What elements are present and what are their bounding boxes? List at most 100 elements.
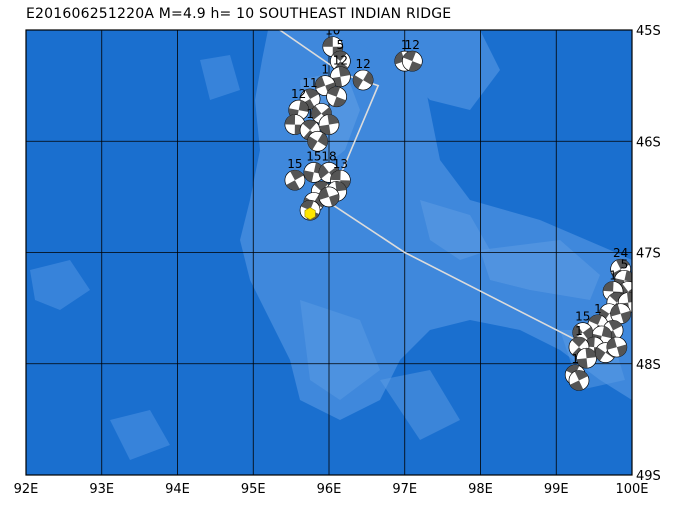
beachball-quadrant bbox=[620, 310, 631, 324]
longitude-label: 93E bbox=[89, 482, 114, 497]
event-depth-label: 24 bbox=[613, 246, 628, 260]
beachball-quadrant bbox=[616, 344, 627, 357]
beachball-quadrant bbox=[601, 326, 612, 339]
beachball-quadrant bbox=[627, 292, 632, 303]
beachball-quadrant bbox=[330, 170, 341, 181]
event-depth-label: 13 bbox=[333, 157, 348, 171]
longitude-label: 92E bbox=[14, 482, 39, 497]
beachball-quadrant bbox=[608, 320, 623, 331]
event-depth-label: 5 bbox=[621, 257, 629, 271]
event-depth-label: 1 bbox=[609, 268, 617, 282]
beachball-quadrant bbox=[330, 76, 343, 87]
longitude-label: 99E bbox=[544, 482, 569, 497]
longitude-labels: 92E 93E 94E 95E 96E 97E 98E 99E 100E bbox=[14, 482, 649, 497]
longitude-label: 94E bbox=[165, 482, 190, 497]
beachball-quadrant bbox=[319, 124, 331, 135]
focal-mechanism-beachball[interactable] bbox=[307, 130, 328, 152]
beachball-quadrant bbox=[582, 326, 593, 341]
focal-mechanism-beachball[interactable] bbox=[284, 169, 306, 191]
focal-mechanism-beachball[interactable] bbox=[401, 50, 423, 72]
beachball-quadrant bbox=[333, 96, 346, 107]
beachball-quadrant bbox=[571, 337, 586, 348]
beachball-quadrant bbox=[322, 36, 333, 47]
beachball-quadrant bbox=[302, 120, 317, 131]
beachball-quadrant bbox=[327, 86, 341, 97]
focal-mechanism-beachball[interactable] bbox=[352, 69, 374, 91]
event-depth-label: 15 bbox=[287, 157, 302, 171]
event-depth-label: 15 bbox=[575, 310, 590, 324]
beachball-quadrant bbox=[609, 292, 624, 303]
shallow-patch bbox=[480, 240, 600, 300]
graticule bbox=[26, 30, 632, 475]
focal-mechanism-beachball[interactable] bbox=[326, 86, 347, 108]
event-depth-label: 12 bbox=[355, 57, 370, 71]
longitude-label: 95E bbox=[241, 482, 266, 497]
beachball-quadrant bbox=[610, 304, 621, 317]
longitude-label: 96E bbox=[317, 482, 342, 497]
shallow-patch bbox=[30, 260, 90, 310]
longitude-label: 98E bbox=[468, 482, 493, 497]
beachball-quadrant bbox=[408, 61, 422, 72]
beachball-quadrant bbox=[588, 314, 602, 325]
event-depth-label: 1 bbox=[594, 302, 602, 316]
event-depth-label: 12 bbox=[405, 38, 420, 52]
focal-mechanism-beachball[interactable] bbox=[318, 114, 340, 135]
beachball-quadrant bbox=[363, 71, 374, 86]
event-depth-label: 18 bbox=[321, 149, 336, 163]
latitude-label: 48S bbox=[636, 358, 661, 373]
event-depth-label: 1 bbox=[401, 38, 409, 52]
shallow-patch bbox=[420, 200, 490, 260]
latitude-label: 49S bbox=[636, 469, 661, 484]
latitude-label: 46S bbox=[636, 135, 661, 150]
beachball-quadrant bbox=[329, 193, 340, 207]
shallow-patch bbox=[200, 55, 240, 100]
beachball-quadrant bbox=[606, 337, 617, 350]
beachball-quadrant bbox=[327, 114, 339, 125]
latitude-label: 47S bbox=[636, 247, 661, 262]
beachball-quadrant bbox=[624, 270, 632, 283]
event-depth-label: 1 bbox=[571, 352, 579, 366]
beachball-quadrant bbox=[335, 181, 347, 192]
longitude-label: 100E bbox=[615, 482, 648, 497]
longitude-label: 97E bbox=[392, 482, 417, 497]
event-depth-label: 5 bbox=[337, 38, 345, 52]
beachball-quadrant bbox=[315, 76, 326, 89]
focal-mechanism-beachball[interactable] bbox=[606, 336, 628, 358]
map-border bbox=[25, 29, 633, 476]
beachball-quadrant bbox=[572, 324, 583, 339]
focal-mechanism-beachball[interactable] bbox=[330, 66, 351, 88]
beachball-quadrant bbox=[569, 380, 584, 391]
beachball-quadrant bbox=[332, 51, 347, 62]
beachball-quadrant bbox=[284, 114, 296, 125]
beachball-quadrant bbox=[286, 180, 300, 191]
event-depth-label: 10 bbox=[325, 24, 340, 38]
beachball-quadrant bbox=[403, 51, 416, 62]
event-depth-label: 12 bbox=[333, 54, 348, 68]
beachball-quadrant bbox=[318, 187, 329, 200]
beachball-quadrant bbox=[311, 105, 322, 120]
latitude-labels: 45S 46S 47S 48S 49S bbox=[636, 24, 661, 484]
focal-mechanism-beachball[interactable] bbox=[318, 186, 340, 208]
shallow-patch bbox=[300, 300, 380, 400]
beachball-quadrant bbox=[576, 358, 588, 369]
event-depth-label: 12 bbox=[291, 87, 306, 101]
beachball-quadrant bbox=[305, 88, 319, 99]
beachball-quadrant bbox=[319, 164, 329, 179]
beachball-quadrant bbox=[290, 170, 304, 181]
focal-mechanism-beachball[interactable] bbox=[610, 303, 631, 325]
latitude-label: 45S bbox=[636, 24, 661, 39]
beachball-quadrant bbox=[595, 347, 606, 361]
epicenter-marker[interactable] bbox=[304, 207, 316, 220]
event-depth-label: 1 bbox=[306, 107, 314, 121]
beachball-quadrant bbox=[314, 181, 329, 192]
focal-mechanism-beachball[interactable] bbox=[576, 347, 597, 369]
beachball-quadrant bbox=[298, 100, 309, 112]
shallow-patch bbox=[380, 370, 460, 440]
beachball-quadrant bbox=[317, 132, 328, 147]
beachball-quadrant bbox=[353, 75, 364, 89]
focal-mechanism-beachball[interactable] bbox=[568, 370, 590, 391]
beachball-quadrant bbox=[307, 136, 318, 150]
ridge-zone-east bbox=[340, 30, 500, 110]
